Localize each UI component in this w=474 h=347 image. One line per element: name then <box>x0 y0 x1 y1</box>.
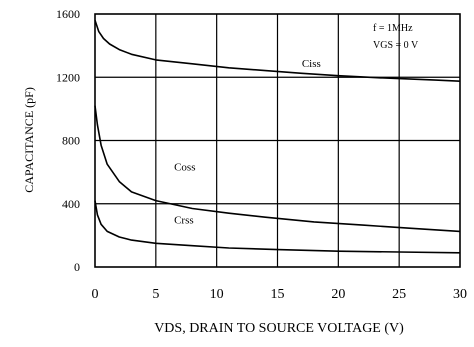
x-tick-label-0: 0 <box>92 287 99 302</box>
x-tick-label-5: 25 <box>392 287 406 302</box>
vgs-annotation: VGS = 0 V <box>373 40 419 51</box>
x-tick-label-3: 15 <box>271 287 285 302</box>
y-tick-label-1: 400 <box>62 197 80 211</box>
plot-frame <box>94 13 461 268</box>
y-tick-label-0: 0 <box>74 260 80 274</box>
series-line-crss <box>94 200 461 254</box>
y-tick-label-4: 1600 <box>56 7 80 21</box>
frequency-annotation: f = 1MHz <box>373 23 413 34</box>
y-tick-label-2: 800 <box>62 134 80 148</box>
x-tick-label-2: 10 <box>210 287 224 302</box>
x-tick-label-1: 5 <box>152 287 159 302</box>
series-label-coss: Coss <box>174 162 195 174</box>
grid-layer <box>95 14 460 267</box>
series-layer <box>94 20 461 254</box>
series-label-crss: Crss <box>174 215 194 227</box>
tick-layer: 0 5 10 15 20 25 30 0 400 800 1200 1600 <box>56 7 467 302</box>
y-tick-label-3: 1200 <box>56 70 80 84</box>
x-tick-label-4: 20 <box>331 287 345 302</box>
y-axis-label: CAPACITANCE (pF) <box>22 87 36 193</box>
x-axis-label: VDS, DRAIN TO SOURCE VOLTAGE (V) <box>154 321 404 336</box>
series-line-ciss <box>94 20 461 82</box>
label-layer: Ciss Coss Crss <box>174 58 321 227</box>
x-tick-label-6: 30 <box>453 287 467 302</box>
series-label-ciss: Ciss <box>302 58 321 70</box>
series-line-coss <box>94 105 461 233</box>
